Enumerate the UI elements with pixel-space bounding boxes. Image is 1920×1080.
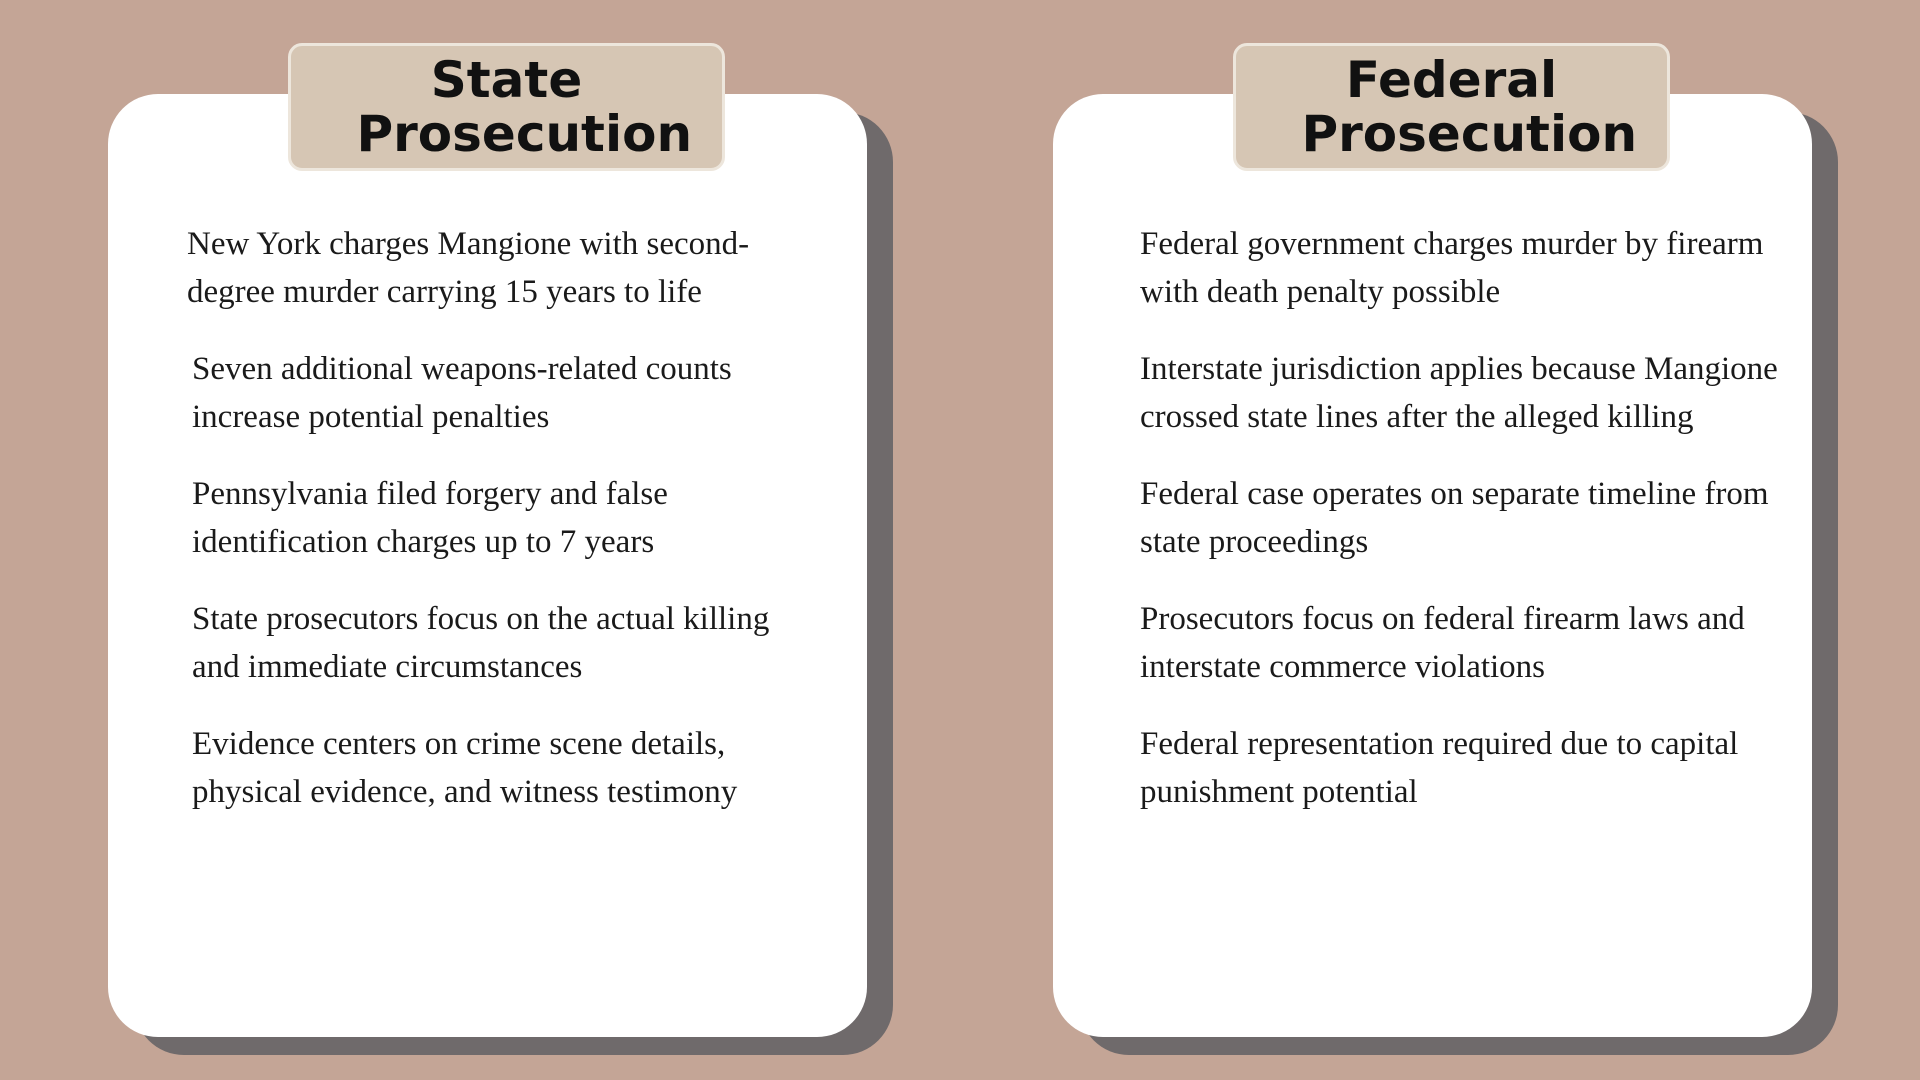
state-prosecution-card: New York charges Mangione with second-de… — [108, 94, 867, 1037]
state-items-list: New York charges Mangione with second-de… — [187, 220, 807, 845]
federal-prosecution-title: Federal Prosecution — [1233, 43, 1670, 171]
federal-prosecution-card: Federal government charges murder by fir… — [1053, 94, 1812, 1037]
list-item: Interstate jurisdiction applies because … — [1140, 351, 1778, 435]
list-item: New York charges Mangione with second-de… — [187, 226, 750, 310]
list-item: Evidence centers on crime scene details,… — [192, 726, 738, 810]
list-item: Pennsylvania filed forgery and false ide… — [192, 476, 668, 560]
federal-items-list: Federal government charges murder by fir… — [1140, 220, 1780, 845]
state-title-text: State Prosecution — [356, 51, 693, 163]
list-item: Prosecutors focus on federal firearm law… — [1140, 601, 1745, 685]
federal-title-text: Federal Prosecution — [1301, 51, 1638, 163]
list-item: Federal representation required due to c… — [1140, 726, 1739, 810]
list-item: Seven additional weapons-related counts … — [192, 351, 732, 435]
list-item: Federal case operates on separate timeli… — [1140, 476, 1769, 560]
list-item: Federal government charges murder by fir… — [1140, 226, 1764, 310]
list-item: State prosecutors focus on the actual ki… — [192, 601, 770, 685]
state-prosecution-title: State Prosecution — [288, 43, 725, 171]
